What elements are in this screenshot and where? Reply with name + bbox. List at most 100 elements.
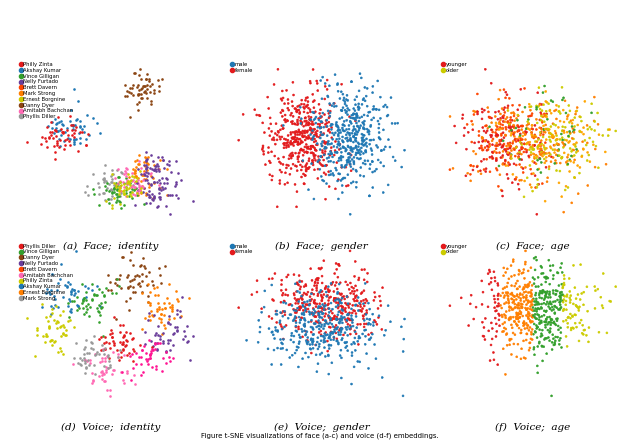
Point [460, 124, 470, 132]
Point [364, 299, 374, 307]
Point [337, 163, 347, 171]
Point [321, 171, 331, 178]
Point [557, 84, 567, 91]
Point [344, 315, 354, 323]
Point [570, 143, 580, 150]
Point [329, 297, 339, 304]
Point [544, 133, 554, 140]
Point [534, 290, 545, 297]
Point [605, 298, 616, 305]
Point [140, 315, 150, 322]
Point [326, 144, 337, 151]
Point [493, 132, 503, 139]
Point [554, 282, 564, 289]
Point [549, 149, 559, 156]
Point [278, 299, 289, 306]
Point [88, 346, 99, 353]
Point [484, 154, 495, 161]
Point [508, 299, 518, 306]
Point [542, 299, 552, 306]
Point [321, 284, 331, 291]
Point [534, 305, 545, 312]
Point [253, 317, 264, 324]
Point [398, 392, 408, 400]
Point [504, 316, 515, 323]
Point [554, 108, 564, 115]
Point [145, 169, 156, 176]
Point [334, 141, 344, 148]
Point [328, 323, 338, 330]
Point [299, 128, 309, 136]
Point [331, 330, 341, 337]
Point [507, 289, 517, 296]
Point [548, 319, 559, 326]
Point [558, 318, 568, 325]
Point [540, 336, 550, 343]
Point [127, 276, 138, 284]
Point [61, 124, 72, 131]
Point [539, 307, 549, 315]
Point [303, 165, 314, 172]
Point [513, 137, 524, 144]
Point [356, 307, 366, 314]
Point [560, 141, 570, 148]
Point [335, 127, 345, 134]
Point [98, 346, 108, 353]
Point [333, 289, 343, 296]
Point [291, 314, 301, 321]
Point [554, 337, 564, 344]
Point [267, 281, 277, 288]
Point [109, 340, 119, 347]
Point [465, 171, 476, 178]
Point [536, 300, 547, 307]
Point [301, 135, 312, 142]
Point [319, 95, 330, 102]
Point [486, 275, 497, 282]
Point [473, 168, 483, 175]
Point [323, 107, 333, 114]
Point [150, 331, 160, 338]
Point [506, 127, 516, 134]
Point [280, 308, 290, 315]
Point [134, 280, 144, 287]
Point [552, 136, 562, 143]
Point [267, 136, 277, 143]
Point [80, 357, 90, 364]
Point [545, 328, 556, 335]
Point [360, 84, 370, 91]
Point [561, 137, 572, 144]
Point [141, 190, 152, 197]
Point [350, 294, 360, 301]
Point [316, 124, 326, 131]
Point [339, 97, 349, 104]
Point [356, 308, 367, 315]
Point [497, 304, 507, 311]
Point [289, 91, 299, 98]
Point [342, 281, 353, 288]
Point [275, 126, 285, 133]
Point [495, 117, 506, 124]
Point [500, 132, 511, 139]
Point [556, 294, 566, 301]
Point [128, 166, 138, 173]
Point [322, 120, 332, 127]
Point [125, 330, 135, 337]
Point [550, 320, 560, 327]
Point [310, 157, 321, 164]
Point [143, 299, 153, 306]
Point [118, 346, 129, 354]
Point [284, 155, 294, 162]
Point [152, 307, 163, 315]
Point [353, 341, 364, 348]
Point [276, 299, 286, 306]
Point [65, 141, 75, 148]
Point [518, 294, 529, 301]
Point [356, 144, 367, 152]
Point [583, 338, 593, 346]
Point [541, 274, 552, 281]
Point [550, 337, 561, 344]
Point [555, 293, 565, 300]
Point [81, 363, 92, 370]
Point [356, 290, 366, 297]
Point [509, 304, 520, 311]
